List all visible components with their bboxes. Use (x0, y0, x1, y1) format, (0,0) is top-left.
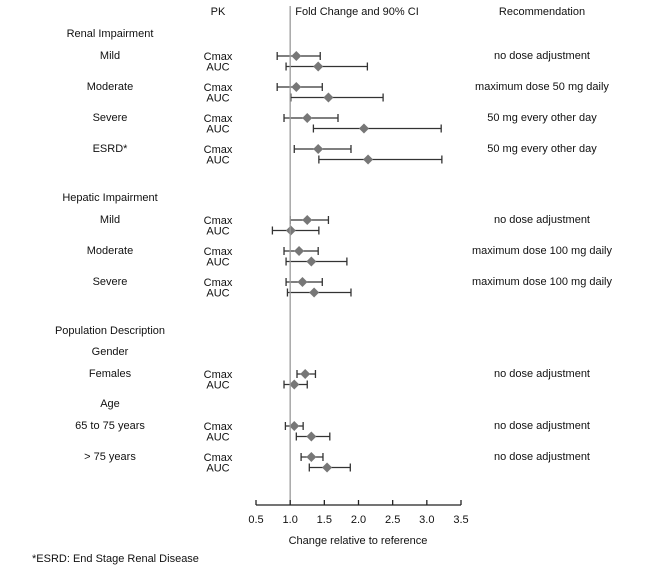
point-estimate-marker (363, 154, 374, 165)
subsection-label: Gender (92, 346, 129, 358)
point-estimate-marker (313, 61, 324, 72)
group-label: Mild (100, 214, 120, 226)
pk-parameter-label: AUC (206, 62, 229, 74)
group-label: Females (89, 368, 132, 380)
column-header-fold-change: Fold Change and 90% CI (295, 6, 419, 18)
point-estimate-marker (291, 82, 302, 92)
point-estimate-marker (309, 287, 320, 298)
pk-parameter-label: AUC (206, 257, 229, 269)
recommendation-text: 50 mg every other day (487, 143, 597, 155)
pk-parameter-label: AUC (206, 463, 229, 475)
column-header-recommendation: Recommendation (499, 6, 585, 18)
point-estimate-marker (302, 215, 313, 225)
x-tick-label: 0.5 (248, 514, 263, 526)
pk-parameter-label: Cmax (204, 246, 233, 258)
point-estimate-marker (313, 144, 324, 154)
pk-parameter-label: AUC (206, 380, 229, 392)
pk-parameter-label: AUC (206, 226, 229, 238)
point-estimate-marker (289, 379, 300, 390)
pk-parameter-label: Cmax (204, 144, 233, 156)
point-estimate-marker (297, 277, 308, 287)
recommendation-text: no dose adjustment (494, 451, 590, 463)
pk-parameter-label: AUC (206, 124, 229, 136)
pk-parameter-label: Cmax (204, 421, 233, 433)
group-label: Severe (93, 112, 128, 124)
pk-parameter-label: Cmax (204, 452, 233, 464)
recommendation-text: 50 mg every other day (487, 112, 597, 124)
x-axis-label: Change relative to reference (289, 535, 428, 547)
x-tick-label: 2.0 (351, 514, 366, 526)
point-estimate-marker (306, 256, 317, 267)
subsection-label: Age (100, 398, 120, 410)
footnote: *ESRD: End Stage Renal Disease (32, 553, 199, 565)
pk-parameter-label: Cmax (204, 369, 233, 381)
point-estimate-marker (358, 123, 369, 134)
pk-parameter-label: Cmax (204, 277, 233, 289)
x-axis: 0.5 1.0 1.5 2.0 2.5 3.0 3.5 (248, 500, 469, 526)
group-label: > 75 years (84, 451, 136, 463)
point-estimate-marker (306, 431, 317, 442)
group-label: Moderate (87, 245, 133, 257)
group-label: Mild (100, 50, 120, 62)
pk-parameter-label: Cmax (204, 82, 233, 94)
group-label: 65 to 75 years (75, 420, 145, 432)
recommendation-text: no dose adjustment (494, 214, 590, 226)
group-label: Moderate (87, 81, 133, 93)
x-tick-label: 1.5 (317, 514, 332, 526)
x-tick-label: 2.5 (385, 514, 400, 526)
pk-parameter-label: AUC (206, 93, 229, 105)
point-estimate-marker (306, 452, 317, 462)
pk-parameter-label: Cmax (204, 51, 233, 63)
recommendation-text: no dose adjustment (494, 368, 590, 380)
point-estimate-marker (285, 225, 296, 236)
pk-parameter-label: Cmax (204, 113, 233, 125)
section-label: Population Description (55, 325, 165, 337)
recommendation-text: maximum dose 100 mg daily (472, 245, 613, 257)
section-label: Renal Impairment (67, 28, 154, 40)
pk-parameter-label: AUC (206, 288, 229, 300)
point-estimate-marker (302, 113, 313, 123)
rows-layer: Renal Impairment Mild no dose adjustment Cm… (55, 28, 613, 475)
pk-parameter-label: AUC (206, 155, 229, 167)
column-header-pk: PK (211, 6, 226, 18)
pk-parameter-label: Cmax (204, 215, 233, 227)
recommendation-text: maximum dose 50 mg daily (475, 81, 609, 93)
pk-parameter-label: AUC (206, 432, 229, 444)
x-tick-label: 3.5 (453, 514, 468, 526)
x-tick-label: 1.0 (283, 514, 298, 526)
point-estimate-marker (289, 421, 300, 431)
section-label: Hepatic Impairment (62, 192, 157, 204)
group-label: ESRD* (93, 143, 129, 155)
point-estimate-marker (323, 92, 334, 103)
point-estimate-marker (300, 369, 311, 379)
point-estimate-marker (294, 246, 305, 256)
point-estimate-marker (322, 462, 333, 473)
recommendation-text: no dose adjustment (494, 50, 590, 62)
point-estimate-marker (291, 51, 302, 61)
x-tick-label: 3.0 (419, 514, 434, 526)
recommendation-text: no dose adjustment (494, 420, 590, 432)
recommendation-text: maximum dose 100 mg daily (472, 276, 613, 288)
group-label: Severe (93, 276, 128, 288)
